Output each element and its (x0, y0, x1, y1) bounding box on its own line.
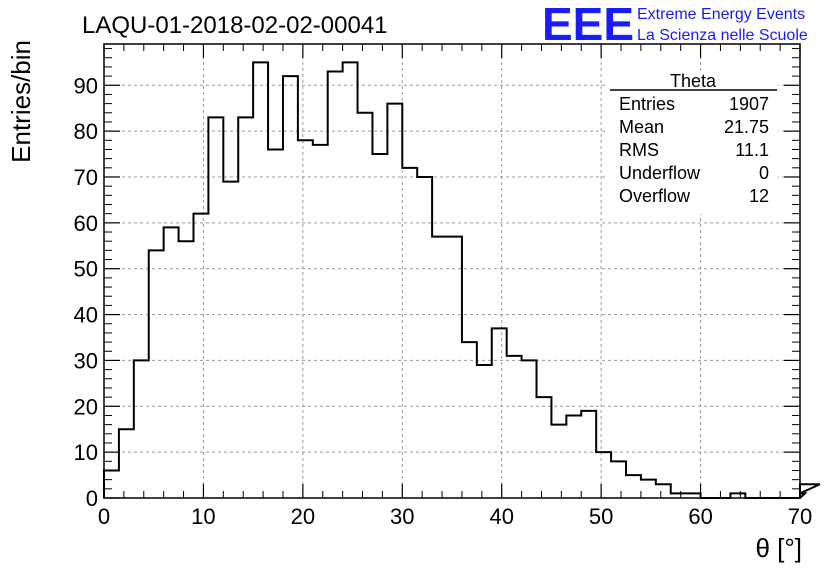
stats-background (608, 72, 778, 214)
y-tick-label: 0 (86, 486, 98, 511)
grid (104, 44, 800, 498)
logo-mark: EEE (542, 0, 634, 50)
y-tick-label: 70 (74, 165, 98, 190)
stats-row-value: 21.75 (724, 117, 769, 137)
stats-row-value: 12 (749, 186, 769, 206)
y-tick-label: 20 (74, 394, 98, 419)
y-tick-label: 60 (74, 211, 98, 236)
stats-row-value: 1907 (729, 94, 769, 114)
stats-row-value: 11.1 (735, 140, 769, 160)
logo-line2: La Scienza nelle Scuole (637, 27, 808, 44)
x-tick-label: 20 (291, 504, 315, 529)
y-tick-labels: 0 10 20 30 40 50 60 70 80 90 (74, 73, 98, 511)
x-tick-label: 50 (589, 504, 613, 529)
stats-title: Theta (670, 71, 717, 91)
y-tick-label: 90 (74, 73, 98, 98)
stats-row-label: Overflow (619, 186, 691, 206)
y-tick-label: 40 (74, 303, 98, 328)
x-tick-label: 10 (191, 504, 215, 529)
logo-line1: Extreme Energy Events (637, 6, 805, 23)
y-tick-label: 50 (74, 257, 98, 282)
y-tick-label: 10 (74, 440, 98, 465)
y-tick-label: 30 (74, 348, 98, 373)
x-tick-label: 60 (688, 504, 712, 529)
stats-row-label: RMS (619, 140, 659, 160)
x-tick-label: 70 (788, 504, 812, 529)
stats-row-label: Underflow (619, 163, 701, 183)
eee-logo: EEE Extreme Energy Events La Scienza nel… (542, 0, 808, 50)
y-tick-label: 80 (74, 119, 98, 144)
stats-row-label: Mean (619, 117, 664, 137)
x-tick-label: 40 (489, 504, 513, 529)
stats-row-label: Entries (619, 94, 675, 114)
stats-row-value: 0 (759, 163, 769, 183)
chart-title: LAQU-01-2018-02-02-00041 (82, 12, 388, 39)
histogram-outline (103, 61, 821, 499)
y-axis-label: Entries/bin (6, 40, 36, 163)
x-axis-label: θ [°] (755, 533, 802, 563)
plot-frame (103, 43, 801, 499)
stats-rows: Entries 1907 Mean 21.75 RMS 11.1 Underflow 0 Ove… (619, 94, 769, 206)
stats-box: Theta Entries 1907 Mean 21.75 RMS 11.1 Underfl… (608, 71, 778, 214)
x-tick-label: 0 (98, 504, 110, 529)
x-tick-label: 30 (390, 504, 414, 529)
x-tick-labels: 0 10 20 30 40 50 60 70 (98, 504, 812, 529)
